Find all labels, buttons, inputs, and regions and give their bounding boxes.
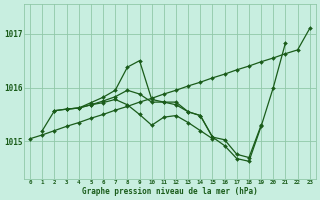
X-axis label: Graphe pression niveau de la mer (hPa): Graphe pression niveau de la mer (hPa) <box>82 187 258 196</box>
